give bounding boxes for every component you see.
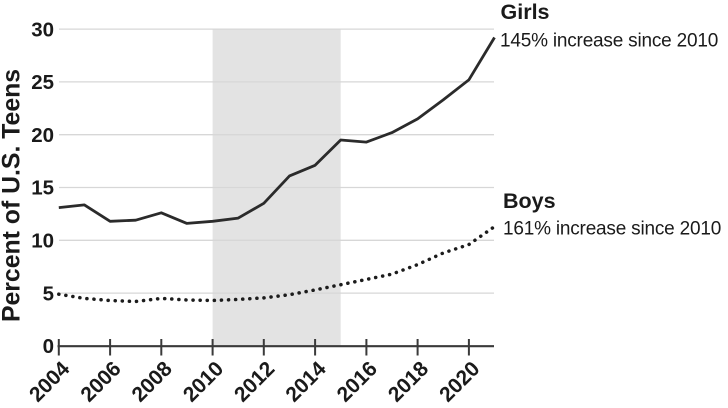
svg-text:2016: 2016 <box>333 357 382 406</box>
svg-text:2012: 2012 <box>230 357 279 406</box>
svg-text:25: 25 <box>31 71 54 94</box>
svg-text:10: 10 <box>31 230 54 253</box>
svg-text:Percent of U.S. Teens: Percent of U.S. Teens <box>0 69 26 322</box>
svg-text:Girls: Girls <box>501 0 550 24</box>
svg-text:2020: 2020 <box>435 357 484 406</box>
svg-text:0: 0 <box>43 335 54 358</box>
svg-text:2018: 2018 <box>384 357 434 407</box>
svg-text:Boys: Boys <box>503 189 556 213</box>
svg-text:20: 20 <box>31 124 54 147</box>
svg-text:2010: 2010 <box>179 357 228 406</box>
svg-text:161% increase since 2010: 161% increase since 2010 <box>503 218 721 239</box>
svg-text:2004: 2004 <box>25 357 75 407</box>
svg-text:2006: 2006 <box>76 357 125 406</box>
svg-text:2008: 2008 <box>128 357 178 407</box>
svg-text:30: 30 <box>31 18 54 41</box>
svg-text:145% increase since 2010: 145% increase since 2010 <box>500 31 718 52</box>
svg-text:2014: 2014 <box>281 357 331 407</box>
svg-text:15: 15 <box>31 177 54 200</box>
svg-text:5: 5 <box>43 282 54 305</box>
